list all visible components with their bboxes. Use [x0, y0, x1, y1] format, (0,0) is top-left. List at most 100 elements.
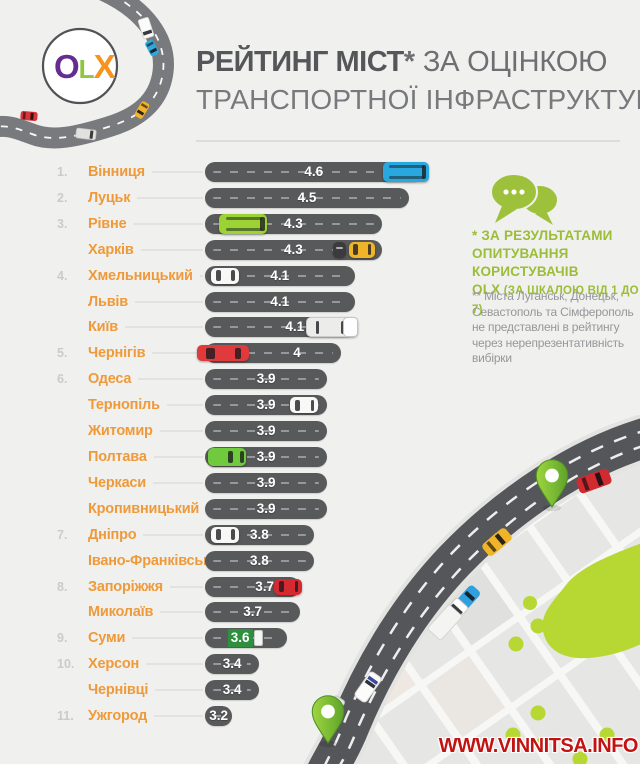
table-row: 3. Рівне 4.3	[0, 211, 640, 236]
leader-line	[90, 248, 203, 251]
city-label: Чернівці	[88, 678, 156, 703]
title-divider	[196, 140, 620, 142]
rating-bar	[205, 369, 328, 390]
leader-line	[90, 222, 203, 225]
leader-line	[90, 637, 203, 640]
red-car-icon	[576, 468, 612, 494]
car-icon	[211, 526, 239, 543]
chat-bubbles-svg	[490, 173, 557, 225]
van-icon	[208, 448, 246, 466]
rating-bar	[205, 602, 301, 623]
top-road-scene: OLX	[0, 0, 174, 149]
car-icon	[197, 345, 249, 362]
survey-note: * ЗА РЕЗУЛЬТАТАМИ ОПИТУВАННЯ КОРИСТУВАЧІ…	[472, 227, 640, 319]
leader-line	[90, 326, 203, 329]
rating-value: 3.9	[256, 474, 276, 490]
rating-value: 4.5	[297, 189, 317, 205]
leader-line	[90, 533, 203, 536]
table-row: 11. Ужгород 3.2	[0, 704, 640, 729]
rating-value: 4.6	[304, 164, 324, 179]
map-pin-icon	[535, 459, 569, 512]
car-icon	[274, 578, 303, 595]
rating-value: 3.9	[256, 423, 276, 439]
rating-value: 3.8	[250, 552, 269, 568]
speech-bubbles-icon	[488, 170, 566, 237]
rating-value: 3.9	[256, 397, 276, 413]
rank-label: 9.	[57, 631, 68, 646]
city-label: Одеса	[88, 367, 139, 392]
rating-bar	[205, 265, 355, 286]
rank-label: 3.	[57, 216, 68, 231]
rating-value: 3.7	[243, 604, 262, 620]
rating-value: 3.4	[222, 656, 242, 672]
rating-bar	[205, 291, 355, 312]
table-row: Полтава 3.9	[0, 445, 640, 469]
rank-label: 4.	[57, 268, 68, 283]
city-label: Миколаїв	[88, 600, 161, 625]
leader-line	[90, 300, 203, 303]
page-title: РЕЙТИНГ МІСТ* ЗА ОЦІНКОЮ ТРАНСПОРТНОЇ ІН…	[196, 44, 640, 118]
survey-note-line1: * ЗА РЕЗУЛЬТАТАМИ	[472, 228, 613, 243]
table-row: Чернівці 3.4	[0, 678, 640, 703]
rating-value-chip: 3.6	[227, 629, 263, 648]
blue-car-icon	[145, 39, 159, 57]
table-row: 5. Чернігів 4	[0, 341, 640, 366]
rank-label: 2.	[57, 190, 68, 205]
rank-label: 7.	[57, 527, 68, 542]
rating-value: 3.9	[256, 500, 276, 516]
bus-icon	[219, 213, 267, 234]
rating-bar	[205, 162, 423, 182]
gray-van-icon	[75, 127, 97, 141]
rating-bar	[205, 472, 328, 493]
city-label: Суми	[88, 626, 133, 651]
rating-bar	[205, 187, 409, 208]
leader-line	[90, 663, 203, 666]
white-cab-icon	[253, 630, 263, 647]
table-row: 9. Суми 3.6	[0, 626, 640, 651]
rank-label: 5.	[57, 346, 68, 361]
city-label: Львів	[88, 289, 135, 314]
truck-icon	[305, 317, 358, 338]
city-label: Черкаси	[88, 470, 154, 495]
moto-icon	[332, 241, 346, 258]
table-row: 8. Запоріжжя 3.7	[0, 574, 640, 599]
road-center-dashes	[0, 0, 165, 139]
table-row: Харків 4.3	[0, 237, 640, 262]
rating-value: 4.3	[284, 241, 303, 257]
table-row: Івано-Франківськ 3.8	[0, 548, 640, 573]
city-label: Запоріжжя	[88, 574, 170, 599]
yellow-taxi-icon	[134, 101, 150, 119]
rating-value: 3.9	[256, 371, 276, 387]
leader-line	[90, 196, 203, 199]
bus-icon	[382, 162, 429, 182]
rank-label: 10.	[57, 657, 75, 672]
park-area	[542, 543, 640, 659]
watermark: WWW.VINNITSA.INFO	[438, 735, 639, 757]
city-label: Херсон	[88, 652, 147, 677]
table-row: 10. Херсон 3.4	[0, 652, 640, 677]
table-row: 4. Хмельницький 4.1	[0, 263, 640, 288]
city-label: Дніпро	[88, 522, 144, 547]
car-icon	[348, 241, 375, 258]
title-light: ЗА ОЦІНКОЮ	[414, 46, 608, 78]
map-pin-icon	[311, 695, 345, 748]
survey-note-olx: OLX	[472, 282, 501, 297]
city-label: Хмельницький	[88, 263, 200, 288]
trees	[505, 550, 640, 764]
city-label: Київ	[88, 315, 125, 340]
city-label: Харків	[88, 237, 141, 262]
city-label: Чернігів	[88, 341, 153, 366]
lane-dashes-2	[339, 445, 640, 764]
rating-bar	[205, 680, 260, 701]
olx-logo: OLX	[54, 48, 116, 85]
rating-value: 4.1	[285, 319, 305, 335]
rank-label: 1.	[57, 165, 68, 179]
rating-bar	[205, 550, 314, 571]
white-van-icon	[354, 671, 382, 703]
table-row: Миколаїв 3.7	[0, 600, 640, 625]
logo-road-illustration: OLX	[0, 0, 250, 170]
table-row: 2. Луцьк 4.5	[0, 185, 640, 210]
exclusion-note: ** Міста Луганськ, Донецьк, Севастополь …	[472, 289, 634, 365]
